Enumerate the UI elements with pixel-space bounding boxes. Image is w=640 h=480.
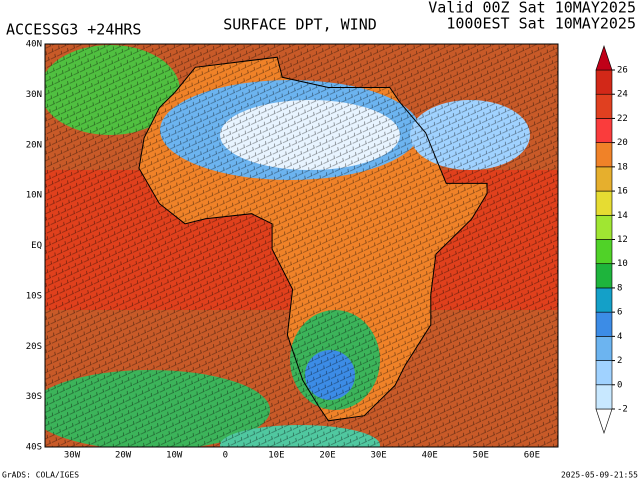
- colorbar-high: [595, 45, 613, 71]
- colorbar-bin: [595, 69, 613, 95]
- colorbar-label: 0: [617, 380, 622, 390]
- colorbar-bin: [595, 142, 613, 168]
- colorbar-bin: [595, 118, 613, 143]
- model-label: ACCESSG3 +24HRS: [6, 21, 141, 39]
- colorbar-bin: [595, 263, 613, 289]
- colorbar-label: 18: [617, 162, 628, 172]
- longitude-label: 40E: [422, 451, 438, 461]
- colorbar-bin: [595, 360, 613, 386]
- colorbar-bin: [595, 166, 613, 192]
- map: [45, 44, 558, 447]
- latitude-label: 40N: [26, 40, 42, 50]
- colorbar-bin: [595, 287, 613, 313]
- longitude-label: 10W: [166, 451, 183, 461]
- colorbar-label: 24: [617, 90, 628, 100]
- colorbar-label: 8: [617, 283, 622, 293]
- colorbar-label: 12: [617, 235, 628, 245]
- longitude-label: 20W: [115, 451, 132, 461]
- coastline: [138, 56, 488, 422]
- credit: GrADS: COLA/IGES: [2, 471, 79, 480]
- longitude-label: 30W: [64, 451, 81, 461]
- colorbar-low: [595, 408, 613, 434]
- colorbar-label: 16: [617, 187, 628, 197]
- colorbar-label: 2: [617, 356, 622, 366]
- wind-barbs: [45, 44, 558, 447]
- longitude-label: 60E: [524, 451, 540, 461]
- colorbar-bin: [595, 384, 613, 410]
- colorbar-label: 26: [617, 66, 628, 76]
- colorbar-bin: [595, 311, 613, 337]
- colorbar-label: 6: [617, 308, 622, 318]
- latitude-label: 40S: [26, 443, 42, 453]
- colorbar-bin: [595, 93, 613, 119]
- colorbar-bin: [595, 336, 613, 361]
- latitude-label: 30N: [26, 90, 42, 100]
- longitude-label: 30E: [370, 451, 386, 461]
- title: SURFACE DPT, WIND: [223, 16, 377, 34]
- colorbar-label: 14: [617, 211, 628, 221]
- map-frame: [44, 43, 559, 448]
- valid-time: Valid 00Z Sat 10MAY2025: [428, 0, 636, 17]
- timestamp: 2025-05-09-21:55: [561, 471, 638, 480]
- local-time: 1000EST Sat 10MAY2025: [446, 15, 636, 33]
- colorbar-label: -2: [617, 405, 628, 415]
- latitude-label: 30S: [26, 392, 42, 402]
- colorbar-bin: [595, 239, 613, 265]
- latitude-label: 10N: [26, 191, 42, 201]
- latitude-label: EQ: [31, 241, 42, 251]
- colorbar-bin: [595, 214, 613, 240]
- longitude-label: 20E: [319, 451, 335, 461]
- longitude-label: 50E: [473, 451, 489, 461]
- colorbar-label: 10: [617, 259, 628, 269]
- colorbar-bin: [595, 190, 613, 216]
- latitude-label: 10S: [26, 291, 42, 301]
- colorbar-label: 20: [617, 138, 628, 148]
- colorbar-label: 4: [617, 332, 622, 342]
- latitude-label: 20S: [26, 342, 42, 352]
- longitude-label: 0: [223, 451, 228, 461]
- colorbar-label: 22: [617, 114, 628, 124]
- longitude-label: 10E: [268, 451, 284, 461]
- latitude-label: 20N: [26, 140, 42, 150]
